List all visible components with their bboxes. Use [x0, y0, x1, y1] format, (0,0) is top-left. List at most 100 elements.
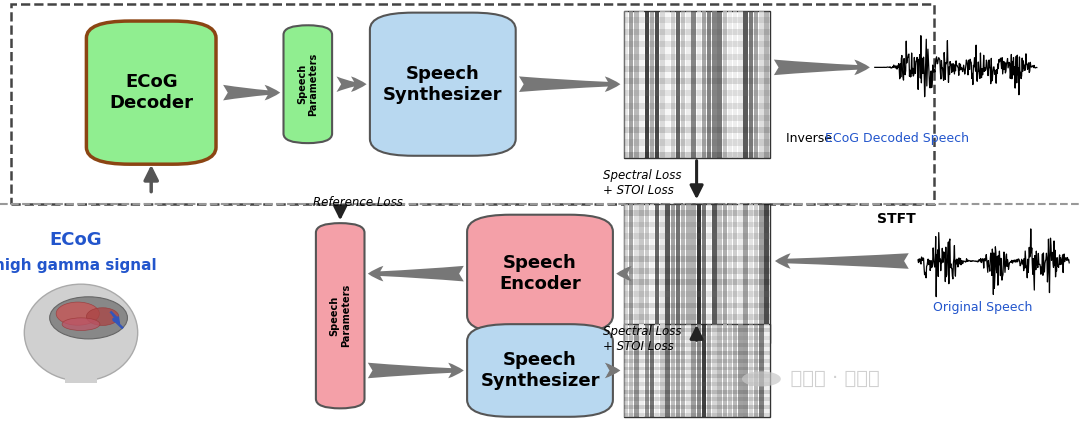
Bar: [624, 314, 769, 320]
Bar: [712, 324, 717, 417]
Bar: [671, 324, 675, 417]
Ellipse shape: [56, 302, 99, 325]
Bar: [624, 390, 769, 394]
Bar: [702, 11, 706, 158]
Bar: [624, 291, 769, 297]
Bar: [650, 11, 654, 158]
Bar: [697, 324, 701, 417]
Bar: [733, 11, 738, 158]
Bar: [681, 324, 686, 417]
Bar: [660, 204, 664, 343]
Bar: [624, 413, 769, 417]
Bar: [723, 324, 727, 417]
Bar: [624, 127, 769, 133]
Bar: [624, 139, 769, 146]
Bar: [681, 204, 686, 343]
Bar: [691, 11, 696, 158]
Bar: [639, 324, 644, 417]
Circle shape: [742, 371, 781, 386]
Bar: [624, 233, 769, 239]
Bar: [702, 324, 706, 417]
Text: Spectral Loss
+ STOI Loss: Spectral Loss + STOI Loss: [603, 169, 681, 197]
Bar: [728, 324, 732, 417]
Bar: [723, 11, 727, 158]
Bar: [624, 210, 769, 216]
Bar: [707, 11, 712, 158]
Bar: [624, 280, 769, 285]
Bar: [624, 256, 769, 262]
Ellipse shape: [62, 318, 100, 330]
Bar: [712, 204, 717, 343]
Bar: [624, 103, 769, 109]
Bar: [624, 367, 769, 370]
Bar: [665, 11, 670, 158]
Bar: [624, 91, 769, 96]
Text: high gamma signal: high gamma signal: [0, 258, 157, 273]
Bar: [765, 11, 769, 158]
Text: Speech
Parameters: Speech Parameters: [329, 284, 351, 347]
Text: Original Speech: Original Speech: [933, 301, 1032, 314]
Bar: [686, 324, 690, 417]
Ellipse shape: [25, 284, 138, 381]
Bar: [624, 115, 769, 121]
Bar: [676, 204, 680, 343]
Bar: [639, 11, 644, 158]
Bar: [728, 204, 732, 343]
Bar: [624, 53, 769, 60]
Bar: [624, 152, 769, 158]
Bar: [624, 374, 769, 378]
Bar: [645, 204, 649, 343]
Bar: [671, 204, 675, 343]
FancyBboxPatch shape: [283, 25, 332, 143]
Bar: [712, 11, 717, 158]
Bar: [707, 204, 712, 343]
Bar: [624, 29, 769, 35]
Bar: [743, 11, 747, 158]
Bar: [743, 324, 747, 417]
Bar: [728, 11, 732, 158]
FancyBboxPatch shape: [369, 13, 516, 156]
Bar: [723, 204, 727, 343]
Bar: [748, 11, 753, 158]
Bar: [660, 11, 664, 158]
Text: Speech
Synthesizer: Speech Synthesizer: [383, 65, 502, 104]
Bar: [650, 324, 654, 417]
Bar: [671, 11, 675, 158]
Bar: [634, 11, 638, 158]
Bar: [748, 324, 753, 417]
Bar: [748, 204, 753, 343]
Bar: [624, 245, 769, 250]
Text: Speech
Synthesizer: Speech Synthesizer: [481, 351, 599, 390]
Bar: [676, 11, 680, 158]
Bar: [634, 204, 638, 343]
Bar: [624, 337, 769, 343]
Bar: [759, 11, 764, 158]
Bar: [686, 11, 690, 158]
Bar: [624, 328, 769, 332]
Bar: [624, 397, 769, 401]
Bar: [717, 204, 721, 343]
Text: Speech
Encoder: Speech Encoder: [499, 254, 581, 293]
Bar: [624, 324, 769, 417]
Text: Spectral Loss
+ STOI Loss: Spectral Loss + STOI Loss: [603, 325, 681, 353]
Bar: [707, 324, 712, 417]
Ellipse shape: [50, 297, 127, 339]
Text: ECoG Decoded Speech: ECoG Decoded Speech: [825, 133, 969, 145]
Bar: [759, 324, 764, 417]
Bar: [639, 204, 644, 343]
Bar: [629, 324, 633, 417]
Bar: [697, 11, 701, 158]
Bar: [624, 11, 769, 158]
Bar: [686, 204, 690, 343]
Text: 公众号 · 量子位: 公众号 · 量子位: [778, 369, 879, 389]
Bar: [681, 11, 686, 158]
Text: STFT: STFT: [877, 212, 916, 226]
Bar: [624, 66, 769, 72]
Text: ECoG
Decoder: ECoG Decoder: [109, 73, 193, 112]
Bar: [624, 11, 629, 158]
FancyBboxPatch shape: [468, 215, 613, 333]
Bar: [665, 204, 670, 343]
Bar: [624, 344, 769, 347]
Bar: [634, 324, 638, 417]
Bar: [629, 204, 633, 343]
